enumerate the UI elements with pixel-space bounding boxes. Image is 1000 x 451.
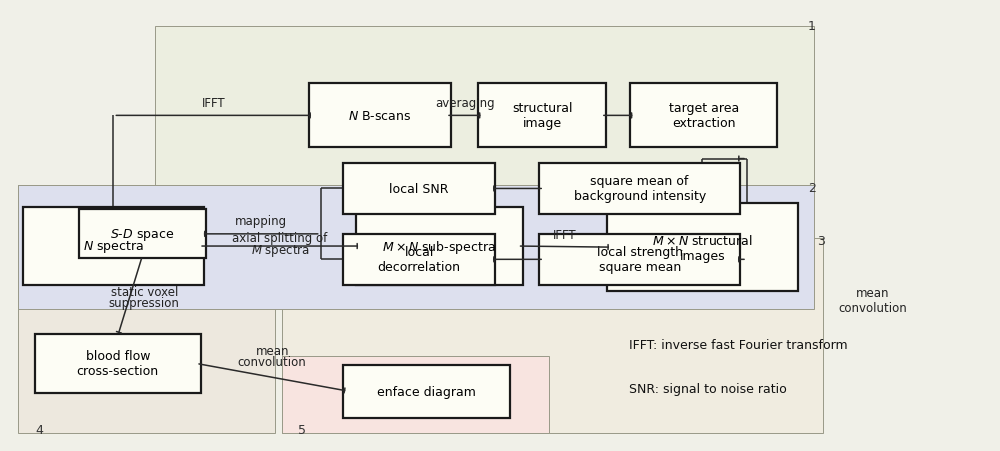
Text: mean: mean [255,344,289,357]
Text: $N$ spectra: $N$ spectra [83,239,144,254]
Text: 2: 2 [808,181,816,194]
Text: $M \times N$ structural
images: $M \times N$ structural images [652,233,753,262]
Text: mean
convolution: mean convolution [838,287,907,315]
Text: averaging: averaging [435,97,495,110]
Text: $M$ spectra: $M$ spectra [251,242,309,258]
FancyBboxPatch shape [18,186,275,433]
FancyBboxPatch shape [23,208,204,285]
Text: blood flow
cross-section: blood flow cross-section [77,350,159,377]
FancyBboxPatch shape [309,84,451,148]
Text: IFFT: inverse fast Fourier transform: IFFT: inverse fast Fourier transform [629,338,848,351]
Text: 4: 4 [35,423,43,436]
FancyBboxPatch shape [282,239,823,433]
Text: 1: 1 [808,20,816,33]
FancyBboxPatch shape [356,208,523,285]
FancyBboxPatch shape [630,84,777,148]
FancyBboxPatch shape [79,210,206,258]
Text: local
decorrelation: local decorrelation [378,246,461,274]
Text: $M \times N$ sub-spectra: $M \times N$ sub-spectra [382,238,496,255]
FancyBboxPatch shape [539,164,740,214]
Text: structural
image: structural image [512,102,572,130]
Text: suppression: suppression [109,297,180,310]
FancyBboxPatch shape [343,164,495,214]
Text: axial splitting of: axial splitting of [232,231,328,244]
FancyBboxPatch shape [34,334,201,393]
Text: SNR: signal to noise ratio: SNR: signal to noise ratio [629,382,787,396]
Text: $S$-$D$ space: $S$-$D$ space [110,226,174,242]
Text: 3: 3 [818,235,825,248]
FancyBboxPatch shape [478,84,606,148]
Text: mapping: mapping [235,215,287,228]
Text: enface diagram: enface diagram [377,385,476,398]
Text: $N$ B-scans: $N$ B-scans [348,110,412,123]
Text: local strength
square mean: local strength square mean [597,246,683,274]
Text: static voxel: static voxel [111,285,178,298]
Text: target area
extraction: target area extraction [669,102,739,130]
Text: convolution: convolution [238,355,307,368]
Text: 5: 5 [298,423,306,436]
FancyBboxPatch shape [155,27,814,186]
Text: local SNR: local SNR [389,183,449,196]
FancyBboxPatch shape [18,186,814,309]
FancyBboxPatch shape [539,235,740,285]
FancyBboxPatch shape [282,356,549,433]
Text: IFFT: IFFT [202,97,225,110]
FancyBboxPatch shape [343,235,495,285]
FancyBboxPatch shape [343,365,510,418]
Text: square mean of
background intensity: square mean of background intensity [574,175,706,203]
FancyBboxPatch shape [607,203,798,292]
Text: IFFT: IFFT [553,229,576,242]
